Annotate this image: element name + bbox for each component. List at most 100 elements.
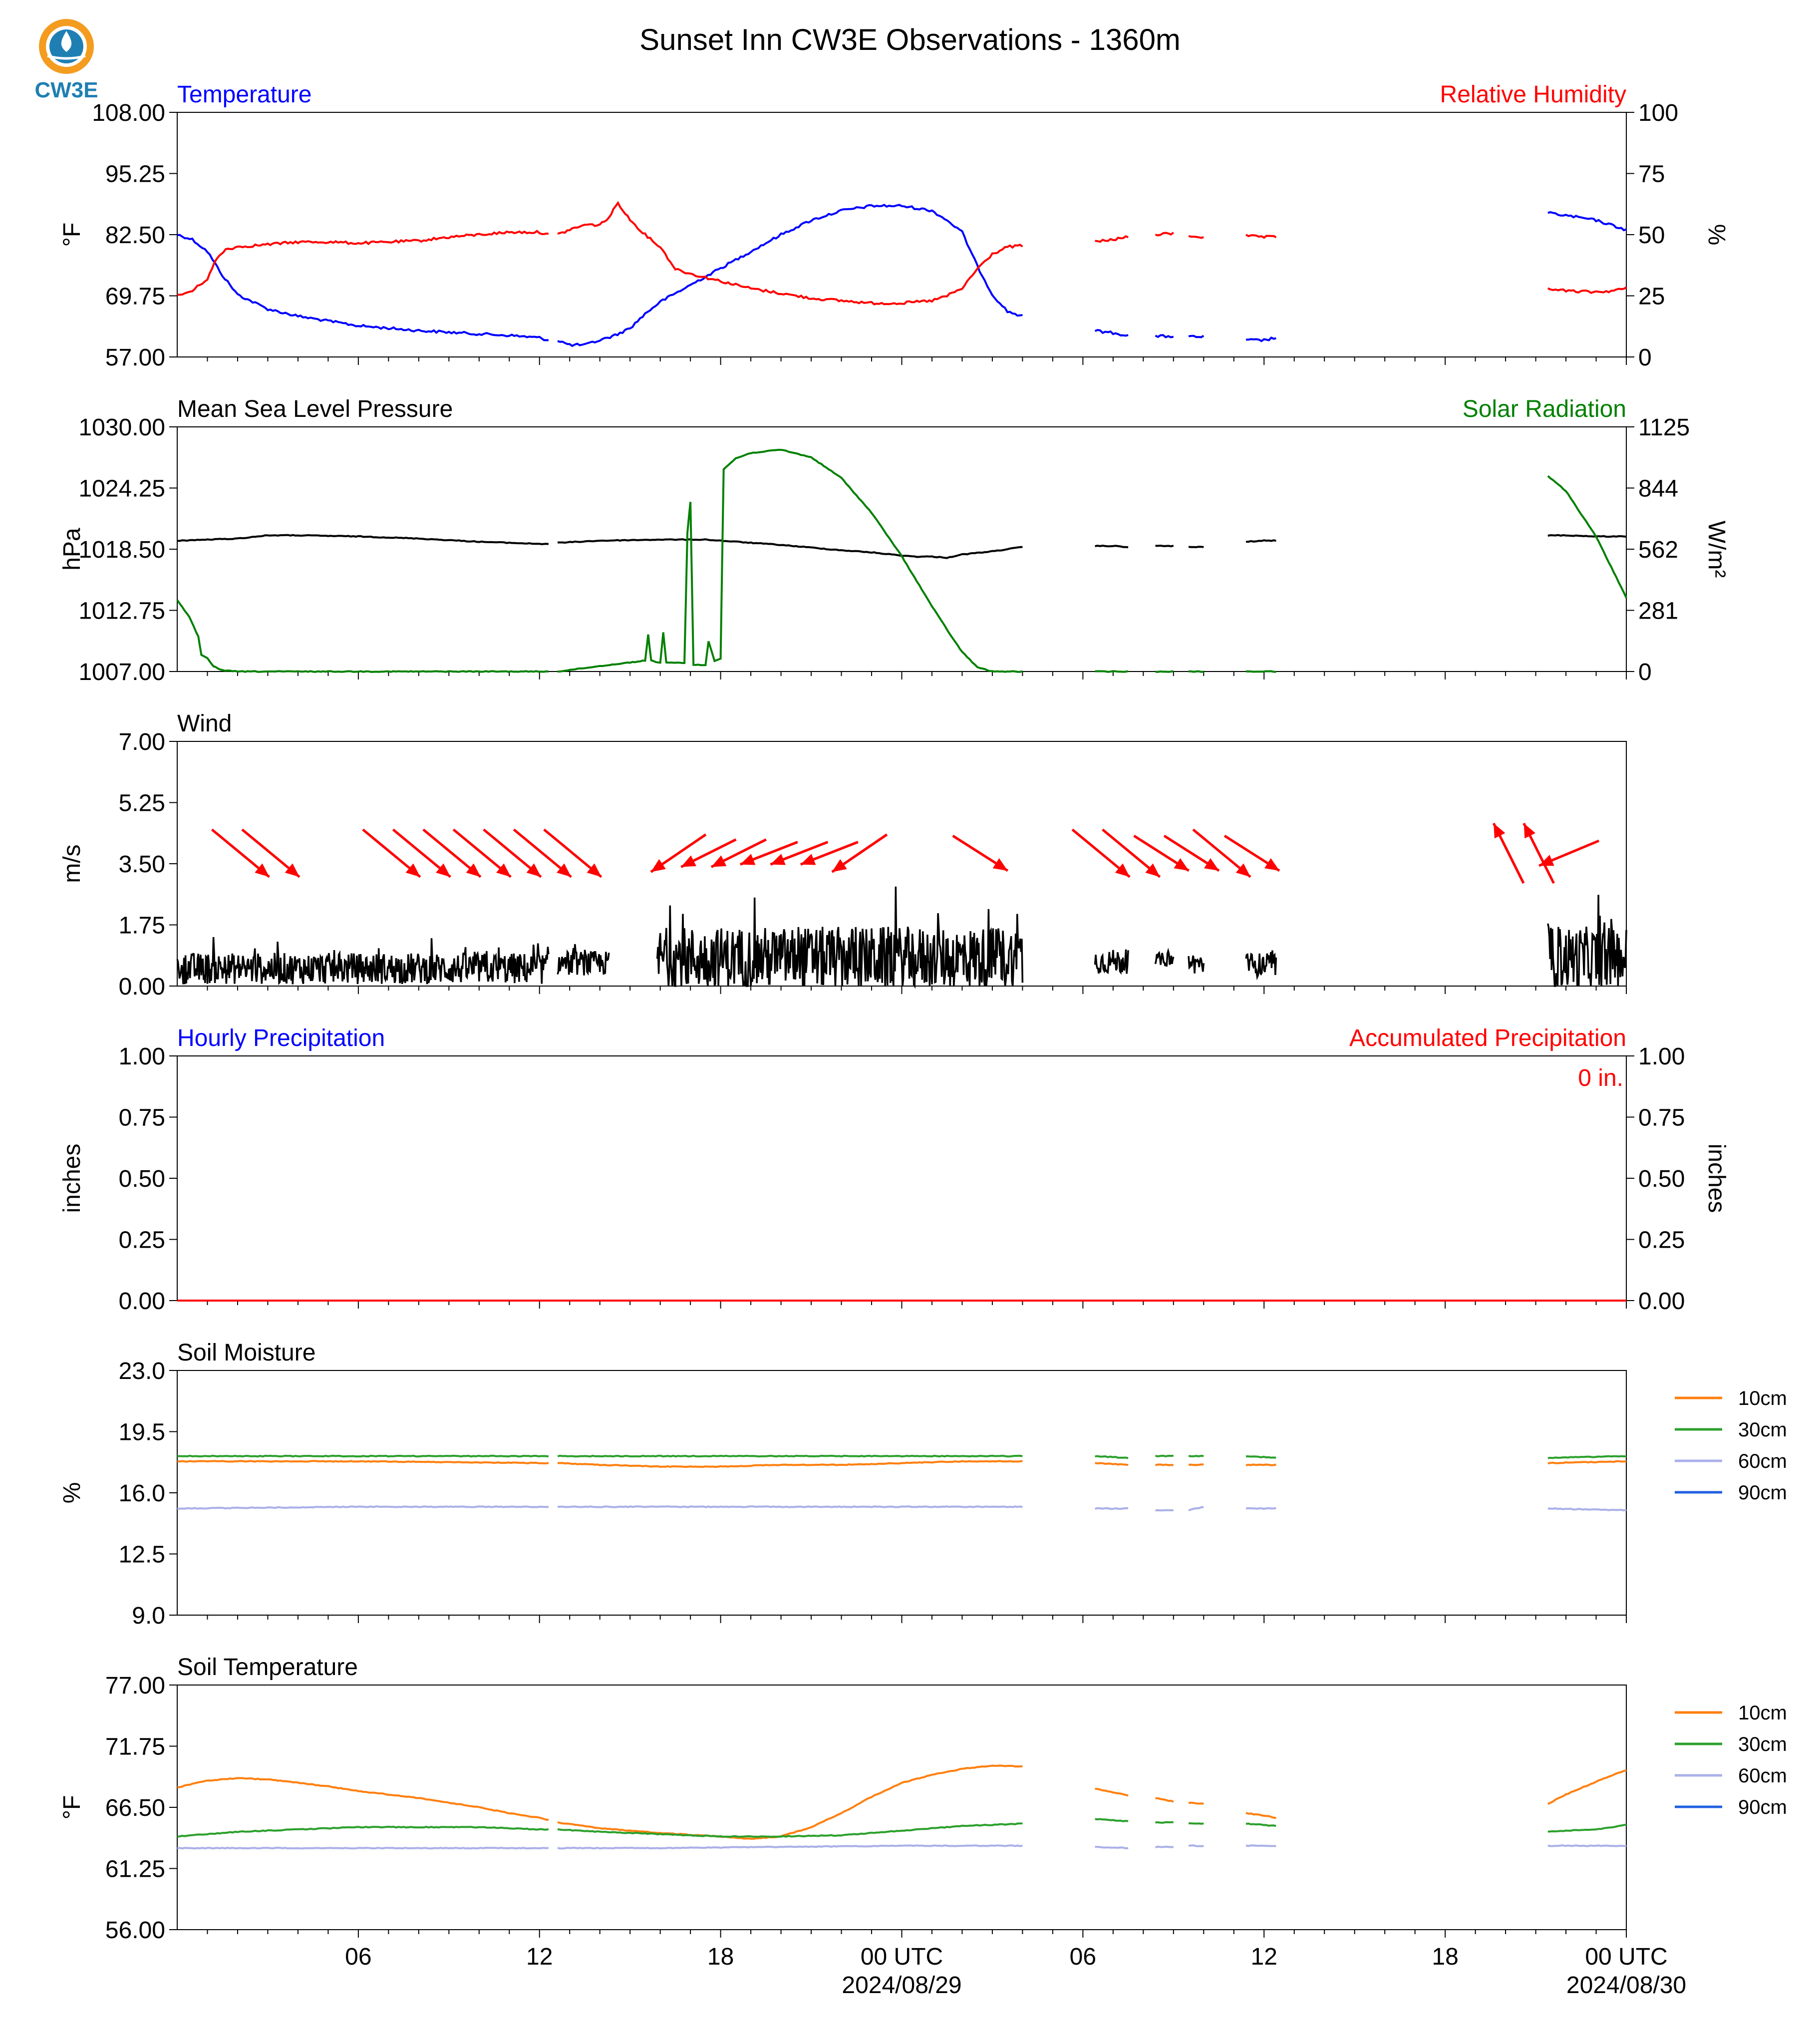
y-tick-label-left: 82.50	[105, 222, 165, 249]
panel-title-right: Accumulated Precipitation	[1349, 1025, 1626, 1051]
panel-pressure_solar: 1007.00 1012.75 1018.50 1024.25 1030.00 0 281 5…	[59, 396, 1730, 685]
logo-ring-icon	[39, 19, 94, 74]
panel-title-left: Soil Temperature	[177, 1654, 358, 1681]
y-tick-label-left: 1.00	[119, 1043, 165, 1070]
cw3e-logo: CW3E	[34, 19, 98, 102]
y-tick-label-right: 100	[1638, 100, 1678, 126]
panel-title-left: Mean Sea Level Pressure	[177, 396, 453, 422]
series-temperature	[177, 204, 1627, 347]
wind-speed-line	[656, 886, 1024, 989]
y-tick-label-left: 19.5	[119, 1419, 165, 1446]
wind-arrow-head	[770, 854, 786, 865]
plot-frame	[177, 426, 1627, 672]
wind-arrow-head	[557, 863, 572, 877]
y-tick-label-left: 1.75	[119, 913, 165, 939]
y-tick-label-right: 844	[1638, 476, 1678, 502]
y-tick-label-left: 1030.00	[78, 414, 165, 441]
wind-arrow-head	[1204, 858, 1219, 871]
x-tick-label: 18	[1432, 1944, 1458, 1970]
x-date-label: 2024/08/30	[1566, 1972, 1686, 1999]
wind-arrow-head	[405, 863, 420, 877]
legend-label: 60cm	[1738, 1765, 1787, 1787]
wind-speed-line	[1245, 950, 1277, 981]
series-line	[1547, 211, 1627, 232]
wind-arrow-head	[285, 863, 300, 877]
y-tick-label-right: 25	[1638, 284, 1665, 310]
y-tick-label-left: 71.75	[105, 1734, 165, 1760]
series-line	[1547, 1823, 1627, 1833]
series-solar-radiation	[176, 449, 1627, 673]
plot-frame	[177, 741, 1627, 987]
y-tick-label-right: 0.00	[1638, 1288, 1685, 1315]
y-tick-label-left: 1018.50	[78, 537, 165, 563]
x-tick-label: 12	[1251, 1944, 1277, 1970]
panel-soil_moisture: 9.0 12.5 16.0 19.5 23.0 Soil Moisture% 10cm 30c…	[59, 1340, 1787, 1629]
wind-arrow-head	[587, 863, 602, 877]
legend-label: 30cm	[1738, 1419, 1787, 1441]
logo-drop-icon	[61, 31, 72, 52]
y-tick-label-right: 75	[1638, 161, 1665, 188]
x-tick-label: 00 UTC	[861, 1944, 943, 1970]
plot-frame	[177, 1055, 1627, 1301]
wind-arrow-head	[466, 863, 481, 877]
wind-arrow-head	[1494, 823, 1506, 839]
series-line	[177, 534, 549, 546]
y-tick-label-right: 562	[1638, 537, 1678, 563]
y-tick-label-left: 69.75	[105, 284, 165, 310]
x-tick-label: 06	[345, 1944, 371, 1970]
plot-frame	[177, 1370, 1627, 1616]
series-line	[1245, 1455, 1276, 1459]
x-tick-label: 06	[1070, 1944, 1096, 1970]
panel-wind: 0.00 1.75 3.50 5.25 7.00 Wind m/s	[59, 710, 1627, 1000]
series-line	[1245, 539, 1276, 543]
x-tick-label: 00 UTC	[1585, 1944, 1667, 1970]
figure-title: Sunset Inn CW3E Observations - 1360m	[639, 23, 1181, 56]
y-axis-label-left: °F	[59, 1795, 85, 1820]
y-tick-label-right: 0.25	[1638, 1227, 1685, 1254]
panel-title-right: Relative Humidity	[1440, 81, 1626, 108]
y-tick-label-left: 1007.00	[78, 659, 165, 685]
wind-arrow-head	[1235, 863, 1251, 877]
series-line	[177, 1846, 549, 1850]
y-tick-label-right: 0	[1638, 344, 1652, 371]
series-line	[1245, 1507, 1276, 1510]
series-line	[176, 599, 549, 673]
y-axis-label-right: inches	[1703, 1144, 1730, 1213]
series-line	[1547, 1844, 1626, 1847]
y-axis-label-left: °F	[59, 223, 85, 247]
series-line	[1095, 1845, 1129, 1850]
series-line	[557, 201, 1023, 306]
y-tick-label-left: 56.00	[105, 1917, 165, 1944]
series-10cm	[177, 1460, 1627, 1468]
series-line	[1245, 1463, 1276, 1466]
series-60cm	[177, 1844, 1626, 1850]
logo-text: CW3E	[34, 78, 98, 102]
series-line	[1095, 670, 1129, 673]
panel-title-left: Temperature	[177, 81, 311, 108]
series-line	[557, 449, 1023, 673]
series-line	[1547, 1455, 1626, 1459]
wind-speed-line	[1154, 948, 1175, 967]
panel-title-left: Hourly Precipitation	[177, 1025, 385, 1051]
wind-arrow-head	[1264, 858, 1280, 871]
series-line	[557, 1505, 1023, 1508]
series-line	[1095, 1787, 1129, 1797]
y-axis-label-right: %	[1703, 224, 1730, 246]
y-tick-label-left: 1012.75	[78, 598, 165, 625]
series-line	[1155, 232, 1174, 237]
wind-arrow-head	[800, 854, 816, 865]
wind-arrow-head	[436, 863, 451, 877]
wind-speed-line	[1094, 949, 1129, 975]
series-line	[557, 1460, 1023, 1468]
wind-arrow-head	[1523, 823, 1535, 839]
wind-arrow-head	[740, 854, 756, 865]
panel-title-right: Solar Radiation	[1463, 396, 1626, 422]
series-10cm	[177, 1764, 1627, 1840]
series-line	[1095, 1818, 1129, 1822]
wind-arrow-head	[1115, 863, 1130, 877]
series-line	[1245, 1844, 1276, 1847]
series-30cm	[177, 1818, 1627, 1838]
series-line	[557, 1764, 1023, 1840]
y-tick-label-right: 281	[1638, 598, 1678, 625]
series-line	[177, 1777, 549, 1821]
